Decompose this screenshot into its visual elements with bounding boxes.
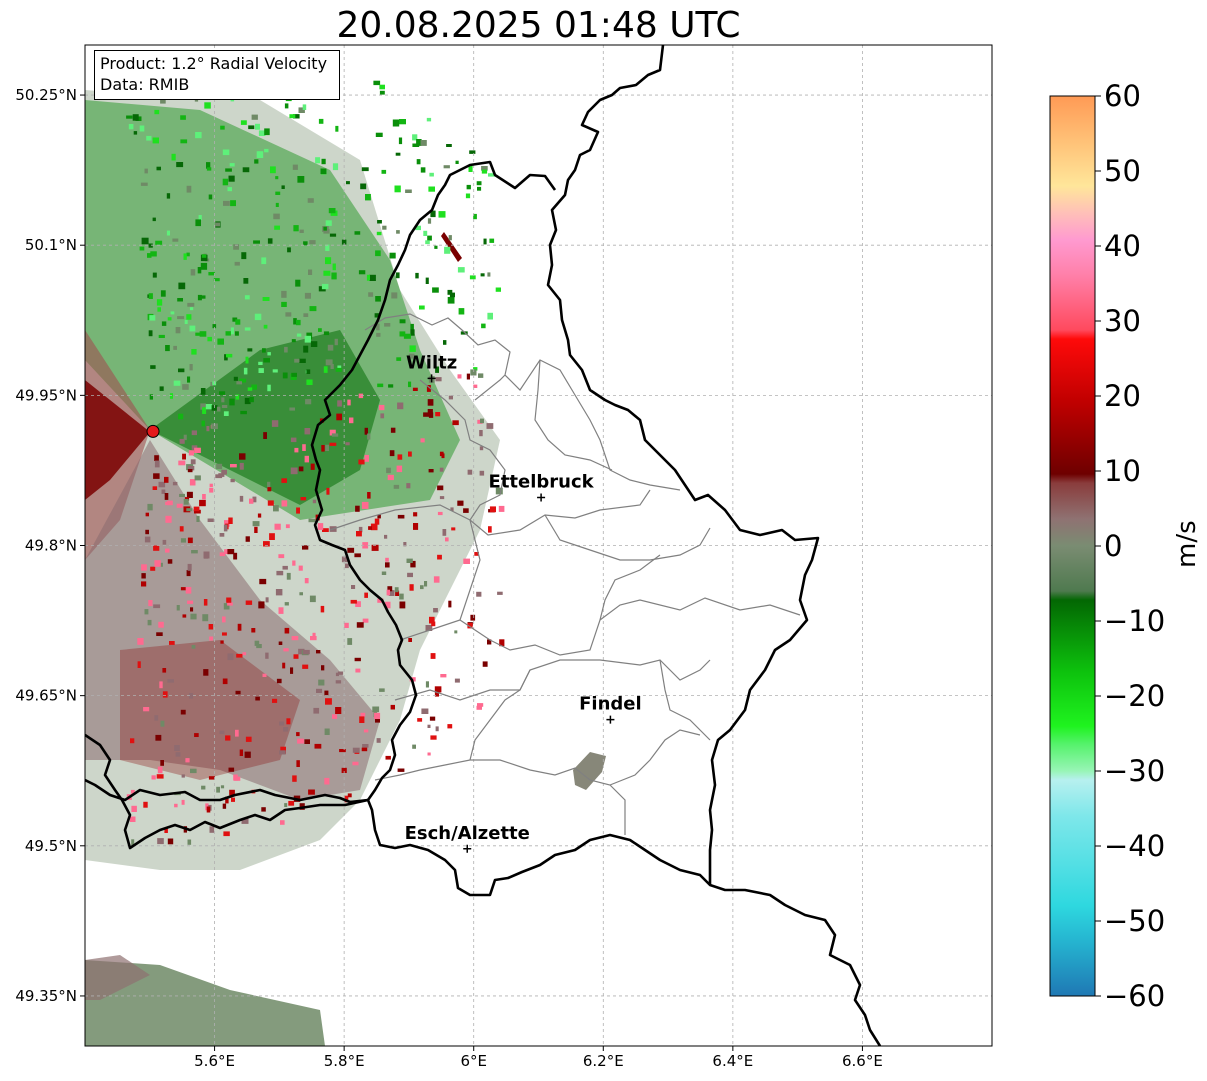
lat-tick-label: 49.65°N <box>15 687 77 705</box>
longitude-ticks: 5.6°E 5.8°E 6°E 6.2°E 6.4°E 6.6°E <box>194 1046 883 1070</box>
colorbar-tick-label: 30 <box>1104 304 1141 338</box>
national-borders <box>85 45 882 1046</box>
product-text: Product: 1.2° Radial Velocity <box>100 54 328 73</box>
lat-tick-label: 49.95°N <box>15 386 77 404</box>
city-marker <box>427 374 436 383</box>
colorbar-tick-label: −60 <box>1104 979 1165 1013</box>
lon-tick-label: 6.2°E <box>583 1052 624 1070</box>
lat-tick-label: 50.1°N <box>25 236 77 254</box>
city-marker <box>537 493 546 502</box>
colorbar-tick-label: 60 <box>1104 79 1141 113</box>
colorbar-tick-label: −20 <box>1104 679 1165 713</box>
city-label: Esch/Alzette <box>405 823 530 844</box>
colorbar-tick-label: −50 <box>1104 904 1165 938</box>
latitude-ticks: 50.25°N 50.1°N 49.95°N 49.8°N 49.65°N 49.5°N 4… <box>15 86 85 1005</box>
data-source-text: Data: RMIB <box>100 75 190 94</box>
lon-tick-label: 5.8°E <box>324 1052 365 1070</box>
city-label: Ettelbruck <box>489 471 595 492</box>
colorbar-tick-label: −30 <box>1104 754 1165 788</box>
lon-tick-label: 6.4°E <box>712 1052 753 1070</box>
radar-site-marker <box>146 424 160 438</box>
city-markers: Wiltz Ettelbruck Findel Esch/Alzette <box>405 352 642 853</box>
colorbar-ticks: 60 50 40 30 20 10 0 −10 −20 −30 −40 −50 −60 <box>1095 79 1165 1013</box>
lon-tick-label: 5.6°E <box>194 1052 235 1070</box>
lat-tick-label: 49.5°N <box>25 837 77 855</box>
city-marker <box>463 844 472 853</box>
lon-tick-label: 6°E <box>460 1052 487 1070</box>
canton-boundaries <box>329 313 801 835</box>
colorbar-tick-label: 20 <box>1104 379 1141 413</box>
city-marker <box>606 715 615 724</box>
lat-tick-label: 49.35°N <box>15 987 77 1005</box>
colorbar-tick-label: −10 <box>1104 604 1165 638</box>
product-info-box: Product: 1.2° Radial Velocity Data: RMIB <box>94 50 340 100</box>
lat-tick-label: 50.25°N <box>15 86 77 104</box>
lat-tick-label: 49.8°N <box>25 537 77 555</box>
colorbar-tick-label: 50 <box>1104 154 1141 188</box>
colorbar-tick-label: −40 <box>1104 829 1165 863</box>
lon-tick-label: 6.6°E <box>842 1052 883 1070</box>
map-title: 20.08.2025 01:48 UTC <box>336 5 741 46</box>
colorbar-tick-label: 10 <box>1104 454 1141 488</box>
radar-echo-field <box>85 80 606 1046</box>
colorbar <box>1049 95 1096 997</box>
colorbar-tick-label: 0 <box>1104 529 1122 563</box>
colorbar-tick-label: 40 <box>1104 229 1141 263</box>
city-label: Findel <box>579 694 642 715</box>
city-label: Wiltz <box>406 352 457 373</box>
colorbar-label: m/s <box>1172 520 1202 568</box>
